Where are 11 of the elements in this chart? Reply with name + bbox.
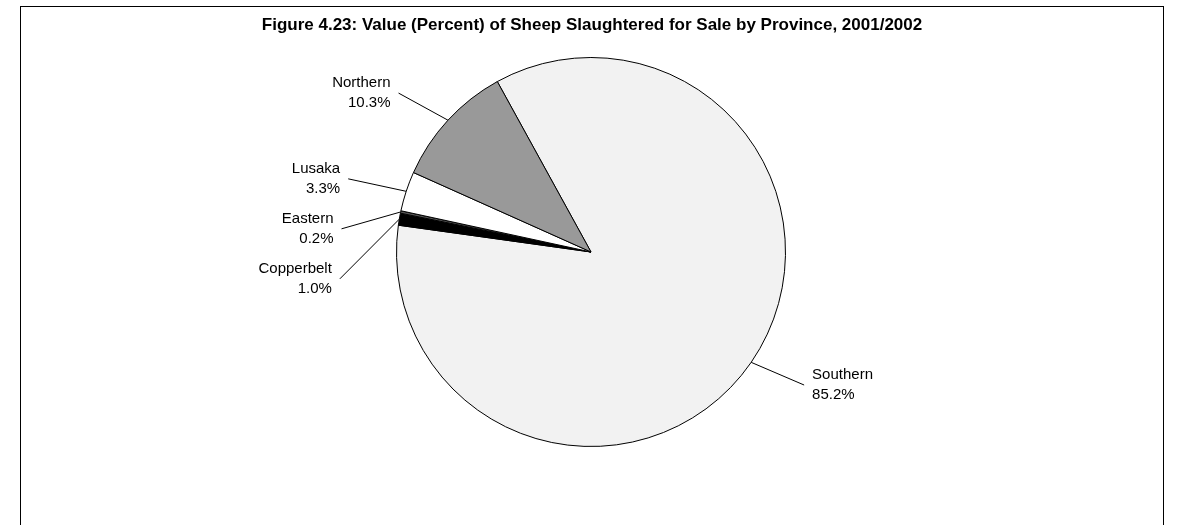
slice-label: Northern [332,73,391,91]
slice-label: Eastern [281,208,334,226]
slice-label: Southern [812,365,874,383]
slice-label: Lusaka [291,158,341,176]
chart-title: Figure 4.23: Value (Percent) of Sheep Slaughtered for Sale by Province, 2001/2002 [260,15,924,35]
data-label: 1.0% [297,278,332,296]
data-label: 85.2% [812,385,855,403]
data-label: 3.3% [306,178,341,196]
slice-label: Copperbelt [258,258,333,276]
data-label: 10.3% [348,93,391,111]
data-label: 0.2% [299,228,334,246]
